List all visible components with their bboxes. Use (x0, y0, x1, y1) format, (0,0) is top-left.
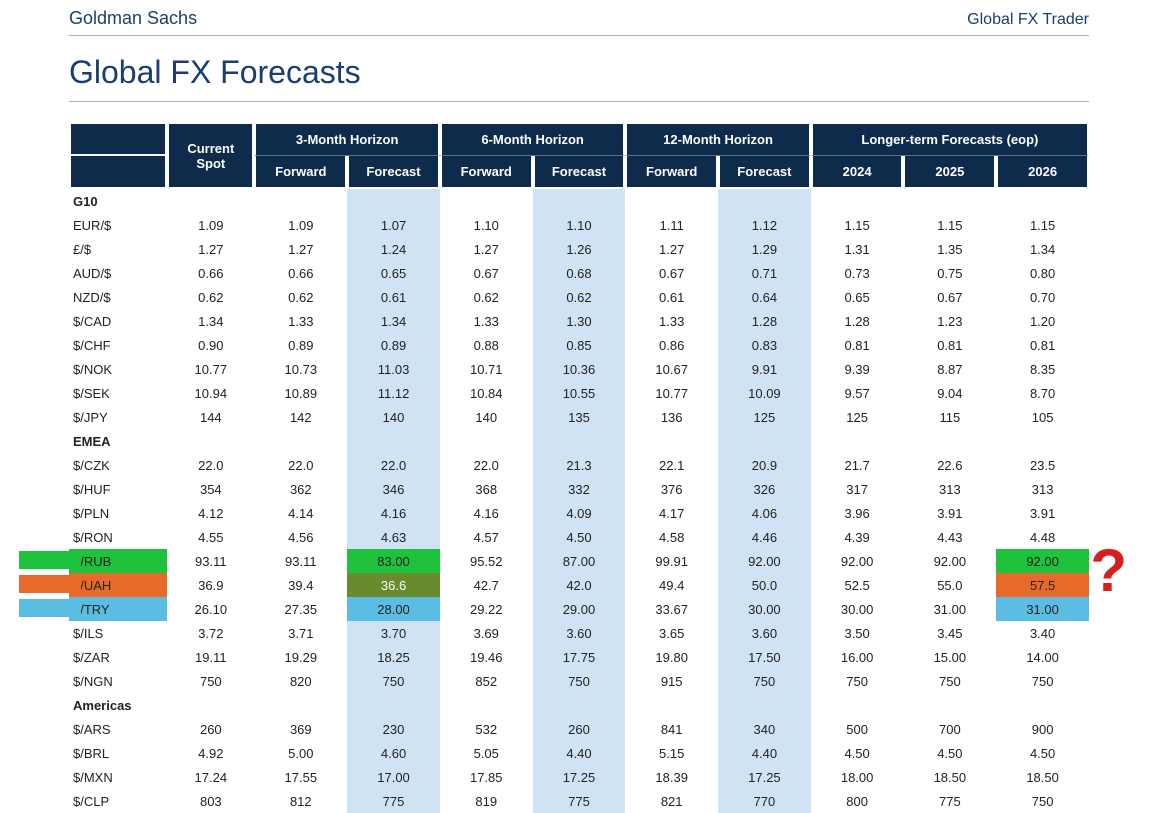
brand-label: Goldman Sachs (69, 8, 197, 29)
pair-label: $/CAD (69, 309, 167, 333)
table-row: £/$1.271.271.241.271.261.271.291.311.351… (69, 237, 1089, 261)
row-highlight-bar (19, 599, 81, 617)
pair-label: $/UAH (69, 573, 167, 597)
header-spot: Current Spot (167, 122, 254, 189)
header-3m: 3-Month Horizon (254, 122, 439, 156)
header-empty-2 (69, 156, 167, 189)
pair-label: $/RON (69, 525, 167, 549)
header-12m: 12-Month Horizon (625, 122, 810, 156)
pair-label: $/NGN (69, 669, 167, 693)
pair-label: EUR/$ (69, 213, 167, 237)
group-header: Americas (69, 693, 167, 717)
header-fc-6m: Forecast (533, 156, 626, 189)
pair-label: £/$ (69, 237, 167, 261)
header-fc-3m: Forecast (347, 156, 440, 189)
pair-label: $/ARS (69, 717, 167, 741)
table-row: $/RON4.554.564.634.574.504.584.464.394.4… (69, 525, 1089, 549)
question-mark-annotation: ? (1090, 541, 1127, 601)
pair-label: $/NOK (69, 357, 167, 381)
pair-label: $/ZAR (69, 645, 167, 669)
pair-label: $/PLN (69, 501, 167, 525)
row-highlight-bar (19, 575, 81, 593)
pair-label: AUD/$ (69, 261, 167, 285)
header-fwd-12m: Forward (625, 156, 718, 189)
pair-label: NZD/$ (69, 285, 167, 309)
table-row: AUD/$0.660.660.650.670.680.670.710.730.7… (69, 261, 1089, 285)
forecast-table: Current Spot 3-Month Horizon 6-Month Hor… (69, 122, 1089, 813)
pair-label: $/CLP (69, 789, 167, 813)
pair-label: $/SEK (69, 381, 167, 405)
header-empty (69, 122, 167, 156)
table-row: $/MXN17.2417.5517.0017.8517.2518.3917.25… (69, 765, 1089, 789)
table-row: $/RUB93.1193.1183.0095.5287.0099.9192.00… (69, 549, 1089, 573)
pair-label: $/HUF (69, 477, 167, 501)
table-row: $/HUF354362346368332376326317313313 (69, 477, 1089, 501)
top-bar: Goldman Sachs Global FX Trader (69, 0, 1089, 36)
header-2026: 2026 (996, 156, 1089, 189)
table-row: $/BRL4.925.004.605.054.405.154.404.504.5… (69, 741, 1089, 765)
page-title: Global FX Forecasts (69, 54, 1089, 102)
pair-label: $/BRL (69, 741, 167, 765)
forecast-table-wrap: Current Spot 3-Month Horizon 6-Month Hor… (69, 122, 1089, 813)
product-label: Global FX Trader (967, 11, 1089, 29)
header-long: Longer-term Forecasts (eop) (811, 122, 1089, 156)
pair-label: $/CHF (69, 333, 167, 357)
row-highlight-bar (19, 551, 81, 569)
pair-label: $/MXN (69, 765, 167, 789)
table-row: $/ARS260369230532260841340500700900 (69, 717, 1089, 741)
header-fwd-6m: Forward (440, 156, 533, 189)
pair-label: $/TRY (69, 597, 167, 621)
table-row: $/PLN4.124.144.164.164.094.174.063.963.9… (69, 501, 1089, 525)
table-row: $/CHF0.900.890.890.880.850.860.830.810.8… (69, 333, 1089, 357)
table-row: $/TRY26.1027.3528.0029.2229.0033.6730.00… (69, 597, 1089, 621)
table-row: $/CAD1.341.331.341.331.301.331.281.281.2… (69, 309, 1089, 333)
header-fc-12m: Forecast (718, 156, 811, 189)
table-row: EUR/$1.091.091.071.101.101.111.121.151.1… (69, 213, 1089, 237)
pair-label: $/RUB (69, 549, 167, 573)
table-row: $/SEK10.9410.8911.1210.8410.5510.7710.09… (69, 381, 1089, 405)
pair-label: $/ILS (69, 621, 167, 645)
table-row: $/ZAR19.1119.2918.2519.4617.7519.8017.50… (69, 645, 1089, 669)
group-header: EMEA (69, 429, 167, 453)
table-row: $/NOK10.7710.7311.0310.7110.3610.679.919… (69, 357, 1089, 381)
table-body: G10EUR/$1.091.091.071.101.101.111.121.15… (69, 189, 1089, 813)
table-row: $/CLP803812775819775821770800775750 (69, 789, 1089, 813)
table-row: $/ILS3.723.713.703.693.603.653.603.503.4… (69, 621, 1089, 645)
header-2025: 2025 (903, 156, 996, 189)
group-header: G10 (69, 189, 167, 213)
table-row: $/JPY144142140140135136125125115105 (69, 405, 1089, 429)
pair-label: $/CZK (69, 453, 167, 477)
header-fwd-3m: Forward (254, 156, 347, 189)
table-header: Current Spot 3-Month Horizon 6-Month Hor… (69, 122, 1089, 189)
table-row: $/UAH36.939.436.642.742.049.450.052.555.… (69, 573, 1089, 597)
table-row: $/CZK22.022.022.022.021.322.120.921.722.… (69, 453, 1089, 477)
table-row: $/NGN750820750852750915750750750750 (69, 669, 1089, 693)
header-2024: 2024 (811, 156, 904, 189)
table-row: NZD/$0.620.620.610.620.620.610.640.650.6… (69, 285, 1089, 309)
header-6m: 6-Month Horizon (440, 122, 625, 156)
pair-label: $/JPY (69, 405, 167, 429)
